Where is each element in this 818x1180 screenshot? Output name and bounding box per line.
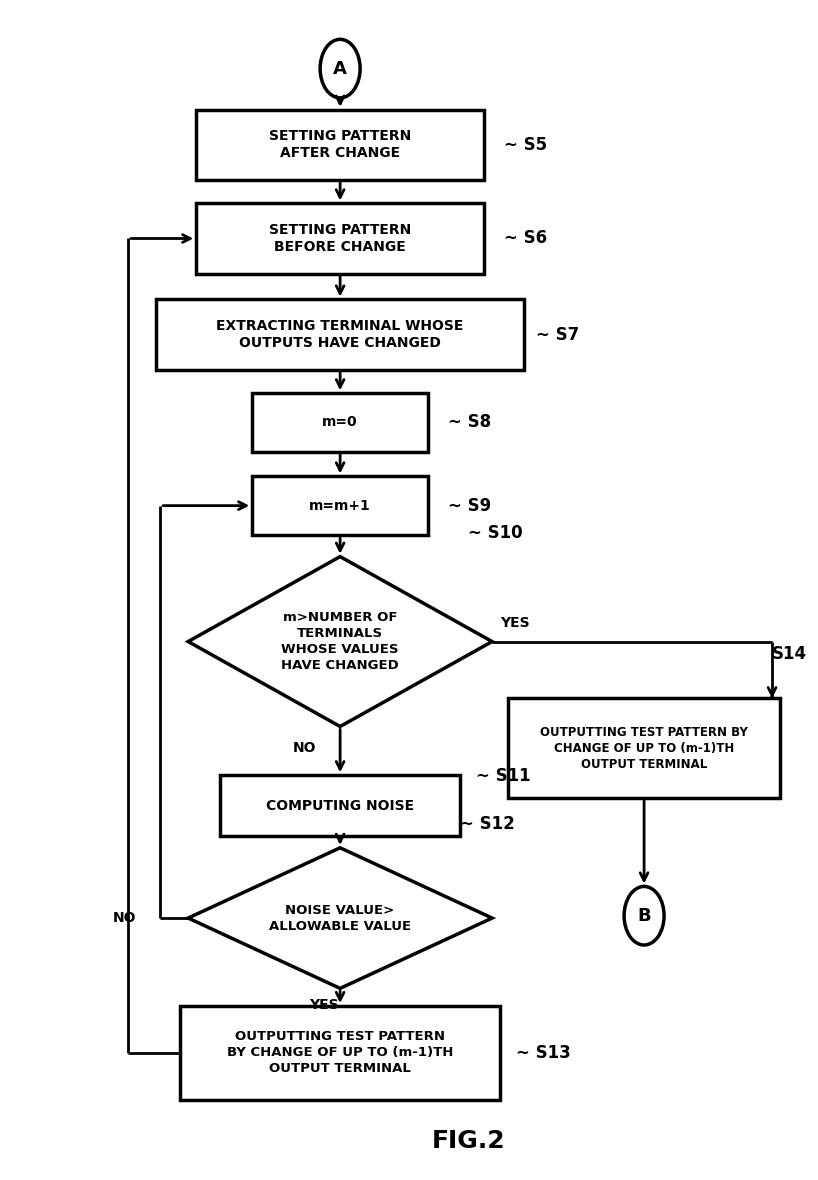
Text: NO: NO: [292, 741, 316, 754]
Text: ∼ S7: ∼ S7: [536, 326, 579, 343]
Text: ∼ S6: ∼ S6: [504, 229, 547, 248]
Text: ∼ S5: ∼ S5: [504, 136, 547, 153]
Polygon shape: [188, 557, 492, 727]
Text: OUTPUTTING TEST PATTERN
BY CHANGE OF UP TO (m-1)TH
OUTPUT TERMINAL: OUTPUTTING TEST PATTERN BY CHANGE OF UP …: [227, 1030, 453, 1075]
Text: A: A: [333, 60, 347, 78]
Text: m=0: m=0: [322, 415, 358, 430]
Text: SETTING PATTERN
AFTER CHANGE: SETTING PATTERN AFTER CHANGE: [269, 129, 411, 160]
FancyBboxPatch shape: [220, 775, 460, 837]
Text: NOISE VALUE>
ALLOWABLE VALUE: NOISE VALUE> ALLOWABLE VALUE: [269, 904, 411, 932]
Text: m=m+1: m=m+1: [309, 499, 371, 512]
Text: FIG.2: FIG.2: [431, 1129, 505, 1153]
Text: ∼ S13: ∼ S13: [516, 1044, 571, 1062]
FancyBboxPatch shape: [156, 300, 524, 369]
Text: S14: S14: [772, 645, 807, 663]
Text: ∼ S10: ∼ S10: [468, 524, 523, 542]
Text: B: B: [637, 906, 651, 925]
FancyBboxPatch shape: [508, 699, 780, 798]
FancyBboxPatch shape: [196, 203, 484, 274]
Text: NO: NO: [113, 911, 136, 925]
Text: SETTING PATTERN
BEFORE CHANGE: SETTING PATTERN BEFORE CHANGE: [269, 223, 411, 254]
Text: ∼ S12: ∼ S12: [460, 815, 515, 833]
FancyBboxPatch shape: [252, 393, 428, 452]
Text: ∼ S8: ∼ S8: [448, 413, 492, 432]
Text: m>NUMBER OF
TERMINALS
WHOSE VALUES
HAVE CHANGED: m>NUMBER OF TERMINALS WHOSE VALUES HAVE …: [281, 611, 399, 673]
Text: ∼ S9: ∼ S9: [448, 497, 492, 514]
FancyBboxPatch shape: [196, 110, 484, 179]
Circle shape: [624, 886, 664, 945]
Polygon shape: [188, 847, 492, 989]
Text: YES: YES: [309, 998, 339, 1011]
Circle shape: [320, 39, 360, 98]
Text: YES: YES: [500, 616, 530, 630]
Text: COMPUTING NOISE: COMPUTING NOISE: [266, 799, 414, 813]
Text: OUTPUTTING TEST PATTERN BY
CHANGE OF UP TO (m-1)TH
OUTPUT TERMINAL: OUTPUTTING TEST PATTERN BY CHANGE OF UP …: [540, 726, 748, 771]
Text: EXTRACTING TERMINAL WHOSE
OUTPUTS HAVE CHANGED: EXTRACTING TERMINAL WHOSE OUTPUTS HAVE C…: [217, 319, 464, 350]
FancyBboxPatch shape: [252, 477, 428, 535]
Text: ∼ S11: ∼ S11: [476, 767, 531, 786]
FancyBboxPatch shape: [180, 1005, 500, 1100]
